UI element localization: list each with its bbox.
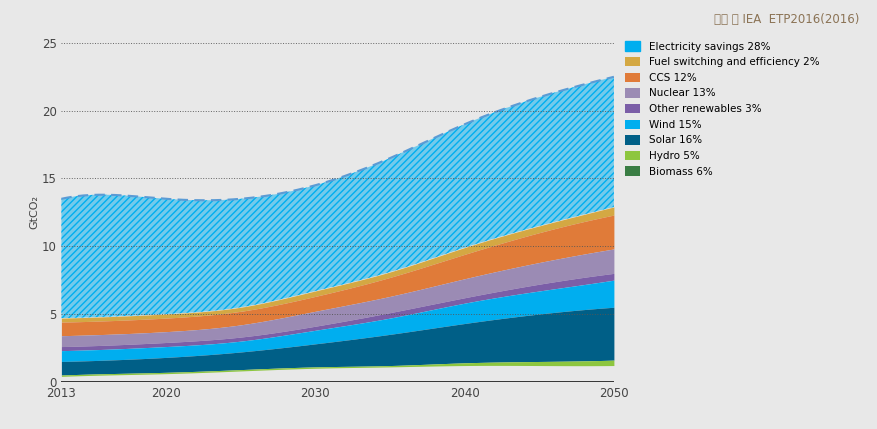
Text: 출처 ： IEA  ETP2016(2016): 출처 ： IEA ETP2016(2016) xyxy=(714,13,859,26)
Y-axis label: GtCO₂: GtCO₂ xyxy=(29,195,39,230)
Legend: Electricity savings 28%, Fuel switching and efficiency 2%, CCS 12%, Nuclear 13%,: Electricity savings 28%, Fuel switching … xyxy=(624,41,819,177)
